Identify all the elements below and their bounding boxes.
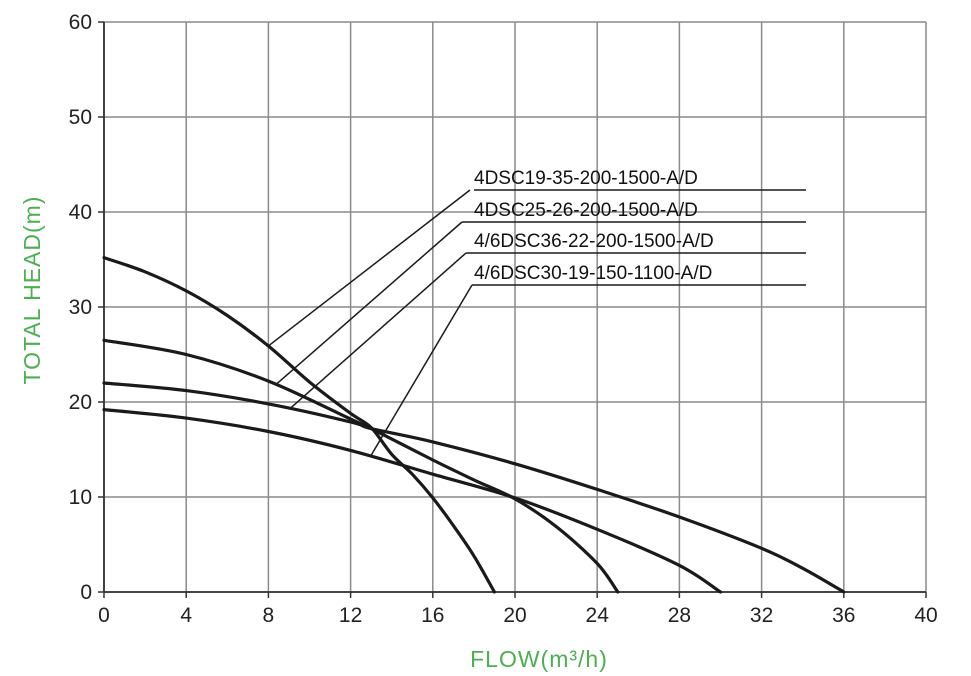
y-tick-label: 10: [69, 486, 92, 509]
series-label: 4DSC25-26-200-1500-A/D: [474, 200, 698, 221]
y-tick-label: 40: [69, 201, 92, 224]
y-tick-label: 20: [69, 391, 92, 414]
x-tick-label: 12: [339, 604, 362, 627]
curve-callouts: 4DSC19-35-200-1500-A/D 4DSC25-26-200-1500…: [267, 168, 806, 456]
x-tick-label: 0: [98, 604, 110, 627]
x-tick-label: 32: [750, 604, 773, 627]
x-tick-label: 28: [668, 604, 691, 627]
curve-series-3: [102, 381, 846, 594]
x-axis-ticks: 0 4 8 12 16 20 24 28 32 36 40: [98, 592, 938, 627]
x-tick-label: 40: [914, 604, 937, 627]
callout-leader-line: [370, 284, 473, 456]
x-tick-label: 8: [263, 604, 275, 627]
y-axis-title: TOTAL HEAD(m): [19, 196, 45, 385]
y-tick-label: 0: [80, 581, 92, 604]
x-tick-label: 16: [421, 604, 444, 627]
x-tick-label: 24: [586, 604, 610, 627]
y-tick-label: 60: [69, 11, 92, 34]
curve-series-1: [102, 256, 496, 594]
x-tick-label: 20: [503, 604, 526, 627]
y-tick-label: 50: [69, 106, 92, 129]
x-tick-label: 36: [832, 604, 855, 627]
performance-curves: [102, 256, 846, 594]
series-label: 4/6DSC30-19-150-1100-A/D: [474, 263, 712, 284]
curve-series-2: [102, 338, 620, 594]
x-axis-title: FLOW(m³/h): [470, 646, 608, 672]
series-label: 4/6DSC36-22-200-1500-A/D: [474, 231, 714, 252]
chart-grid: [103, 21, 927, 593]
y-tick-label: 30: [69, 296, 92, 319]
series-label: 4DSC19-35-200-1500-A/D: [474, 168, 698, 189]
callout-leader-line: [290, 252, 467, 409]
y-axis-ticks: 0 10 20 30 40 50 60: [69, 11, 104, 604]
callout-leader-line: [276, 221, 463, 385]
x-tick-label: 4: [180, 604, 192, 627]
callout-leader-line: [267, 189, 471, 347]
curve-series-4: [102, 408, 723, 594]
